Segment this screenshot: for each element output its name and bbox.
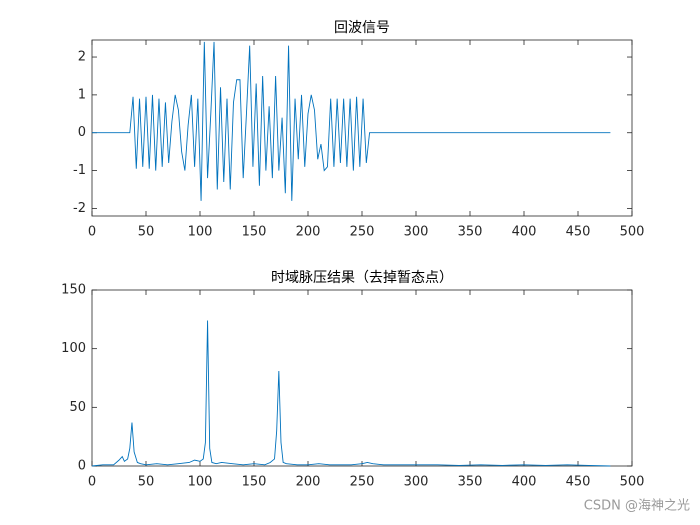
y-tick-label: 0 [78,125,86,140]
x-tick-label: 200 [296,225,321,240]
x-tick-label: 400 [512,475,537,490]
y-tick-label: -1 [73,163,86,178]
x-tick-label: 500 [620,475,645,490]
x-tick-label: 350 [458,225,483,240]
series-line [91,320,611,467]
x-tick-label: 50 [138,225,155,240]
x-tick-label: 150 [242,225,267,240]
x-tick-label: 500 [620,225,645,240]
x-tick-label: 250 [350,475,375,490]
y-tick-label: 150 [61,283,86,298]
x-tick-label: 50 [138,475,155,490]
y-tick-label: 0 [78,459,86,474]
x-tick-label: 300 [404,225,429,240]
chart-title: 时域脉压结果（去掉暂态点） [271,270,453,286]
x-tick-label: 0 [88,225,96,240]
y-tick-label: 50 [69,400,86,415]
x-tick-label: 450 [566,225,591,240]
x-tick-label: 100 [188,225,213,240]
y-tick-label: 2 [78,50,86,65]
x-tick-label: 350 [458,475,483,490]
x-tick-label: 400 [512,225,537,240]
x-tick-label: 150 [242,475,267,490]
series-line [92,41,611,201]
watermark: CSDN @海神之光 [584,499,690,514]
y-tick-label: -2 [73,201,86,216]
chart-title: 回波信号 [334,20,390,36]
x-tick-label: 250 [350,225,375,240]
x-tick-label: 450 [566,475,591,490]
x-tick-label: 300 [404,475,429,490]
x-tick-label: 100 [188,475,213,490]
x-tick-label: 0 [88,475,96,490]
y-tick-label: 100 [61,341,86,356]
x-tick-label: 200 [296,475,321,490]
axes-box [91,289,633,467]
y-tick-label: 1 [78,87,86,102]
